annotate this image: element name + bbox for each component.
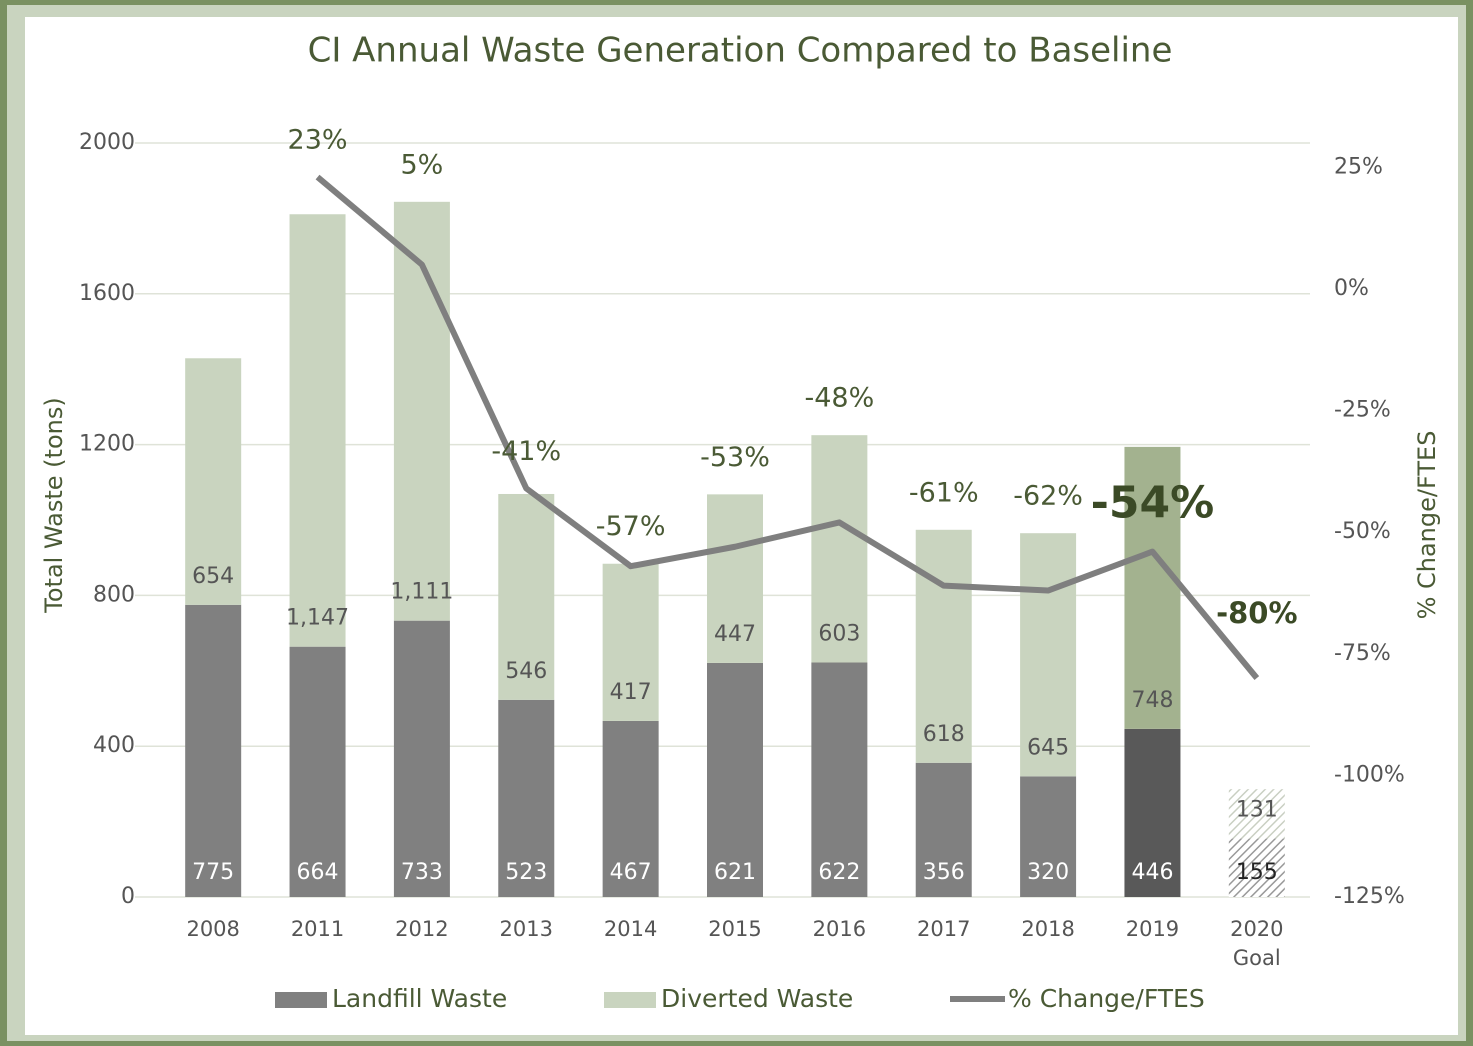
- data-label: 733: [401, 860, 443, 885]
- bar-segment: [1124, 728, 1181, 897]
- bar-segment: [602, 563, 659, 721]
- x-tick-label: 2014: [604, 917, 657, 941]
- bar-segment: [289, 214, 346, 647]
- line-series: [315, 174, 1260, 681]
- data-label: 155: [1236, 860, 1278, 885]
- data-label: 546: [505, 659, 547, 684]
- y2-tick-label: -50%: [1334, 519, 1391, 544]
- y-tick-label: 400: [93, 733, 135, 758]
- line-label: 5%: [400, 149, 443, 180]
- data-label: 664: [297, 860, 339, 885]
- x-tick-label: 2012: [395, 917, 448, 941]
- x-tick-label: 2016: [813, 917, 866, 941]
- bar-segment: [1020, 776, 1077, 897]
- data-label: 446: [1131, 860, 1173, 885]
- data-label: 622: [818, 860, 860, 885]
- y-tick-label: 1200: [79, 432, 135, 457]
- legend-label: % Change/FTES: [1008, 984, 1205, 1013]
- line-label: 23%: [288, 125, 348, 156]
- chart-title: CI Annual Waste Generation Compared to B…: [308, 31, 1173, 71]
- x-tick-label: 2008: [186, 917, 239, 941]
- y-tick-label: 2000: [79, 130, 135, 155]
- y-axis-title: Total Waste (tons): [40, 397, 68, 613]
- data-label: 417: [610, 680, 652, 705]
- y2-tick-label: -75%: [1334, 641, 1391, 666]
- bar-segment: [915, 762, 972, 897]
- bar-segment: [1228, 789, 1285, 839]
- y2-tick-label: -100%: [1334, 762, 1405, 787]
- bar-segment: [185, 604, 242, 897]
- line-label: -41%: [491, 436, 561, 467]
- y2-axis-title: % Change/FTES: [1413, 431, 1441, 620]
- bar-segment: [1020, 533, 1077, 777]
- bar-segment: [707, 494, 763, 663]
- legend-swatch: [275, 992, 327, 1008]
- line-label: -48%: [804, 383, 874, 414]
- data-label: 131: [1236, 798, 1278, 823]
- bar-segment: [602, 720, 659, 897]
- y2-tick-label: 0%: [1334, 276, 1369, 301]
- data-label: 645: [1027, 735, 1069, 760]
- line-label: -62%: [1013, 481, 1083, 512]
- bar-segment: [185, 358, 242, 605]
- data-label: 467: [610, 860, 652, 885]
- line-label: -53%: [700, 442, 770, 473]
- line-label: -61%: [909, 477, 979, 508]
- y-tick-label: 1600: [79, 281, 135, 306]
- data-label: 618: [923, 722, 965, 747]
- x-tick-label: 2019: [1126, 917, 1179, 941]
- y-tick-label: 0: [121, 884, 135, 909]
- data-label: 320: [1027, 860, 1069, 885]
- x-tick-label: 2018: [1021, 917, 1074, 941]
- bar-segment: [498, 493, 555, 700]
- line-label: -54%: [1091, 478, 1215, 529]
- y2-tick-label: -25%: [1334, 398, 1391, 423]
- x-tick-label: 2017: [917, 917, 970, 941]
- data-label: 447: [714, 622, 756, 647]
- y2-tick-label: 25%: [1334, 154, 1383, 179]
- x-tick-label: 2020 Goal: [1230, 917, 1283, 970]
- x-tick-label: 2011: [291, 917, 344, 941]
- legend-label: Diverted Waste: [661, 984, 853, 1013]
- data-label: 1,111: [390, 580, 453, 605]
- bar-segment: [393, 620, 450, 897]
- y2-tick-label: -125%: [1334, 884, 1405, 909]
- data-label: 775: [192, 860, 234, 885]
- bar-segment: [289, 646, 346, 897]
- data-label: 621: [714, 860, 756, 885]
- data-label: 356: [923, 860, 965, 885]
- legend-label: Landfill Waste: [332, 984, 507, 1013]
- y-tick-label: 800: [93, 582, 135, 607]
- bar-segment: [811, 662, 868, 897]
- bar-segment: [915, 529, 972, 763]
- bar-segment: [811, 435, 868, 663]
- x-tick-label: 2013: [500, 917, 553, 941]
- legend-swatch: [604, 992, 656, 1008]
- line-label: -57%: [596, 511, 666, 542]
- data-label: 523: [505, 860, 547, 885]
- data-label: 748: [1131, 688, 1173, 713]
- data-label: 1,147: [286, 606, 349, 631]
- data-label: 654: [192, 564, 234, 589]
- bar-segment: [498, 699, 555, 897]
- bar-segment: [1124, 446, 1181, 729]
- line-label: -80%: [1216, 596, 1297, 630]
- bar-segment: [1228, 838, 1285, 897]
- data-label: 603: [818, 622, 860, 647]
- bar-segment: [707, 662, 763, 897]
- x-tick-label: 2015: [708, 917, 761, 941]
